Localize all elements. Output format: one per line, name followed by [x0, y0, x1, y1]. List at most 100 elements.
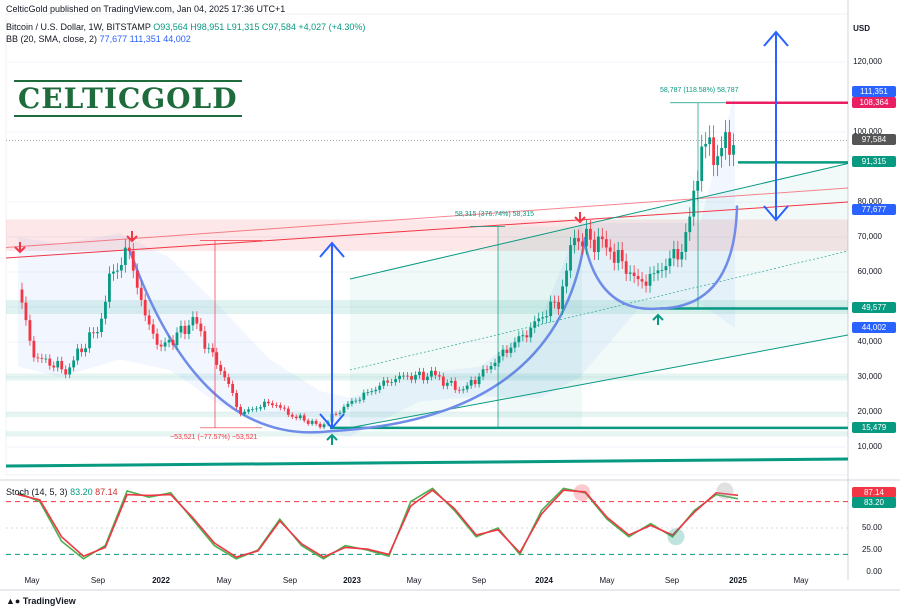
measurement-label: 58,787 (118.58%) 58,787	[660, 86, 739, 94]
candle-body	[668, 258, 672, 267]
candle-body	[346, 403, 350, 407]
candle-body	[20, 289, 24, 303]
candle-body	[310, 420, 314, 424]
candle-body	[497, 356, 501, 363]
candle-body	[441, 376, 445, 386]
candle-body	[612, 251, 616, 263]
bb-values: 77,677 111,351 44,002	[99, 34, 191, 44]
tradingview-brand: ▲● TradingView	[6, 596, 76, 606]
candle-body	[422, 371, 425, 381]
red-arrow-2024-mar	[574, 212, 586, 224]
candle-body	[271, 403, 274, 406]
cup-arc-large	[128, 236, 587, 434]
symbol-name: Bitcoin / U.S. Dollar, 1W, BITSTAMP	[6, 22, 151, 32]
candle-body	[433, 370, 437, 376]
candle-body	[231, 383, 235, 393]
candle-body	[72, 360, 76, 368]
candle-body	[306, 420, 310, 424]
candle-body	[44, 358, 48, 360]
candle-body	[565, 270, 568, 287]
candle-body	[243, 411, 246, 414]
candle-body	[179, 325, 183, 333]
candle-body	[48, 358, 52, 366]
candle-body	[628, 272, 632, 274]
candle-body	[282, 407, 286, 409]
x-tick-label: May	[793, 576, 809, 585]
stoch-k-line	[17, 487, 739, 560]
candle-body	[469, 379, 473, 386]
candle-body	[672, 249, 676, 259]
candle-body	[52, 365, 56, 368]
candle-body	[684, 232, 688, 252]
candle-body	[680, 251, 684, 260]
x-tick-label: Sep	[282, 576, 298, 585]
published-line: CelticGold published on TradingView.com,…	[6, 4, 286, 14]
candle-body	[127, 247, 131, 252]
stoch-y-tick-label: 25.00	[861, 545, 882, 554]
candle-body	[604, 239, 608, 248]
candle-body	[382, 380, 386, 386]
candle-body	[660, 270, 664, 271]
candle-body	[290, 414, 294, 417]
candle-body	[489, 366, 493, 370]
candle-body	[104, 301, 107, 319]
candle-body	[592, 239, 596, 253]
candle-body	[676, 249, 680, 260]
x-tick-label: May	[216, 576, 232, 585]
stoch-k-value: 83.20	[70, 487, 93, 497]
candle-body	[398, 375, 401, 380]
candle-body	[457, 389, 461, 391]
symbol-line: Bitcoin / U.S. Dollar, 1W, BITSTAMP O93,…	[6, 22, 365, 32]
candle-body	[517, 336, 521, 343]
candle-body	[418, 371, 421, 376]
candle-body	[529, 327, 533, 338]
x-tick-label: 2025	[729, 576, 747, 585]
candle-body	[84, 348, 87, 353]
bb-line: BB (20, SMA, close, 2) 77,677 111,351 44…	[6, 34, 191, 44]
ohlc-values: O93,564 H98,951 L91,315 C97,584 +4,027 (…	[153, 22, 366, 32]
y-tick-label: 120,000	[853, 57, 882, 66]
tradingview-label: TradingView	[22, 596, 76, 606]
candle-body	[274, 405, 278, 406]
currency-label[interactable]: USD	[853, 24, 870, 33]
tradingview-logo-icon: ▲●	[6, 596, 21, 606]
candle-body	[92, 332, 95, 334]
candle-body	[521, 335, 525, 337]
stoch-value-tag: 87.14	[852, 487, 896, 499]
candle-body	[251, 409, 254, 411]
candle-body	[147, 315, 151, 325]
measurement-label: −53,521 (−77.57%) −53,521	[170, 433, 258, 441]
measure-box-376	[498, 226, 582, 428]
candle-body	[608, 247, 612, 252]
x-tick-label: Sep	[90, 576, 106, 585]
candle-body	[378, 385, 382, 390]
candle-body	[445, 382, 449, 386]
candle-body	[314, 420, 318, 424]
channel-mid-line	[349, 250, 849, 371]
candle-body	[374, 389, 378, 392]
candle-body	[386, 380, 390, 383]
candle-body	[640, 279, 644, 282]
rising-channel-fill	[350, 163, 848, 428]
candle-body	[370, 391, 374, 393]
candle-body	[247, 409, 250, 412]
candle-body	[600, 236, 604, 240]
candle-body	[227, 377, 231, 384]
candle-body	[509, 347, 513, 353]
candle-body	[716, 156, 719, 166]
candle-body	[449, 380, 453, 383]
candle-body	[88, 332, 91, 349]
candle-body	[533, 321, 537, 328]
candle-body	[366, 392, 370, 393]
y-tick-label: 100,000	[853, 127, 882, 136]
stoch-line: Stoch (14, 5, 3) 83.20 87.14	[6, 487, 118, 497]
candle-body	[223, 371, 227, 378]
candle-body	[32, 340, 36, 358]
candle-body	[342, 406, 346, 413]
stoch-highlight-grey	[716, 482, 734, 500]
candle-body	[56, 360, 60, 368]
candle-body	[505, 349, 509, 353]
stoch-d-value: 87.14	[95, 487, 118, 497]
candle-body	[235, 392, 239, 407]
